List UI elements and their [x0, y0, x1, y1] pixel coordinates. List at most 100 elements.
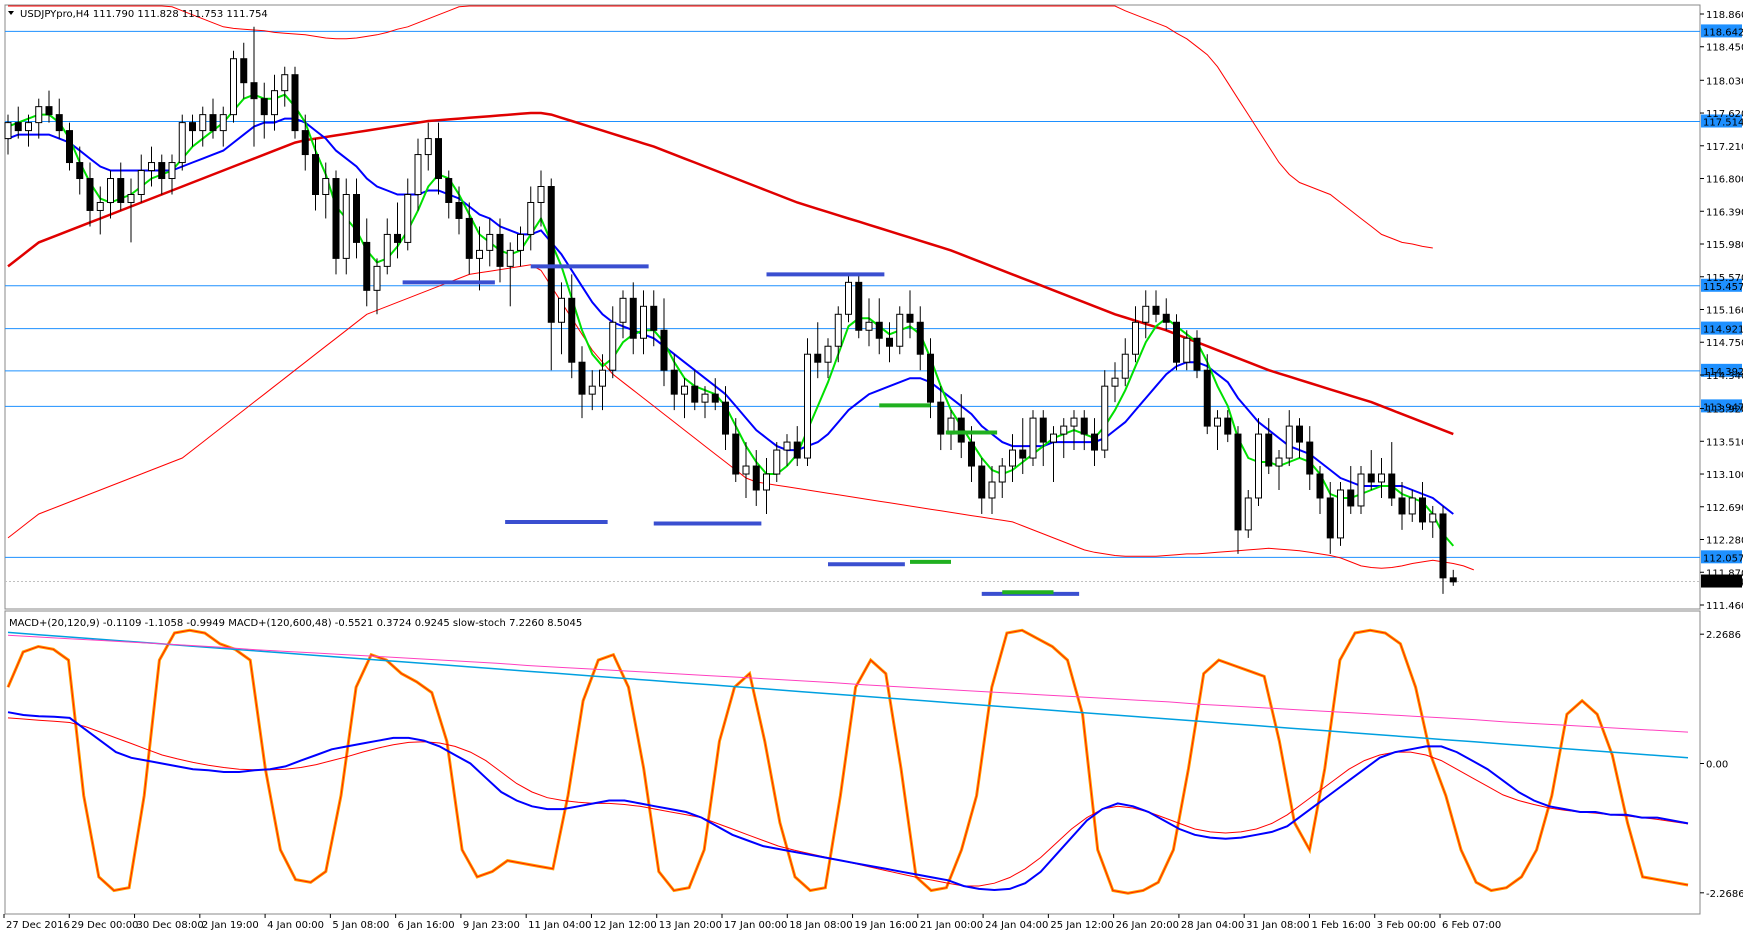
candle-body [332, 178, 340, 259]
indicator-tick-label: 0.00 [1706, 760, 1728, 771]
candle-body [1091, 433, 1098, 451]
candle-body [927, 353, 934, 403]
current-price-label: 111.754 [1703, 578, 1743, 589]
price-tick-label: 111.460 [1706, 601, 1743, 612]
time-tick-label: 5 Jan 08:00 [332, 920, 389, 931]
candle-body [793, 441, 801, 459]
candle-body [742, 465, 750, 475]
candle-body [137, 170, 145, 195]
candle-body [1347, 489, 1355, 507]
candle-body [1408, 497, 1416, 515]
candle-body [1357, 473, 1365, 507]
candle-body [824, 345, 832, 363]
time-tick-label: 6 Feb 07:00 [1442, 920, 1501, 931]
candle-body [845, 281, 852, 315]
candle-body [322, 178, 330, 195]
candle-body [240, 58, 248, 84]
candle-body [763, 473, 770, 491]
main-chart-area[interactable] [4, 4, 1701, 610]
candle-body [1142, 305, 1150, 323]
candle-body [1265, 433, 1273, 467]
candle-body [199, 114, 207, 132]
candle-body [660, 329, 668, 371]
band-upper-line [8, 5, 1433, 249]
candle-body [783, 441, 791, 451]
candle-body [1162, 313, 1170, 323]
level-price-box [1701, 24, 1742, 38]
candle-body [414, 154, 422, 195]
candle-body [537, 186, 545, 203]
candle-body [14, 122, 22, 132]
candle-body [25, 122, 32, 132]
candle-body [1203, 369, 1211, 427]
candle-body [1080, 417, 1088, 435]
current-price-box [1701, 574, 1742, 588]
price-tick-label: 112.280 [1706, 536, 1743, 547]
candle-body [445, 178, 453, 203]
candle-body [496, 233, 504, 267]
candle-body [66, 130, 73, 164]
time-tick-label: 29 Dec 00:00 [71, 920, 138, 931]
candle-body [394, 233, 401, 243]
candle-body [1214, 417, 1221, 427]
candle-body [670, 369, 678, 395]
time-tick-label: 3 Feb 00:00 [1377, 920, 1436, 931]
time-tick-label: 24 Jan 04:00 [985, 920, 1048, 931]
candle-body [619, 297, 627, 323]
candle-body [96, 201, 104, 211]
level-price-label: 113.947 [1703, 402, 1743, 413]
candle-body [435, 138, 442, 180]
candle-body [1367, 473, 1375, 483]
candle-body [1398, 497, 1406, 515]
candle-body [1039, 417, 1047, 443]
candle-body [957, 417, 965, 443]
candle-body [1132, 321, 1139, 355]
candle-body [1378, 473, 1385, 483]
candle-body [1429, 513, 1437, 523]
collapse-arrow-icon[interactable] [8, 11, 14, 15]
candle-body [1101, 385, 1109, 451]
candle-body [916, 321, 924, 355]
time-tick-label: 1 Feb 16:00 [1311, 920, 1370, 931]
candle-body [127, 193, 135, 203]
candle-body [517, 233, 524, 251]
candle-body [271, 90, 278, 116]
indicator-axis: 2.2686 0.00 -2.2686 [1700, 630, 1743, 900]
candle-body [45, 106, 53, 116]
level-price-box [1701, 278, 1742, 292]
candle-body [4, 122, 12, 140]
candle-body [691, 385, 699, 403]
candle-body [906, 313, 914, 323]
main-info-text: USDJPYpro,H4 111.790 111.828 111.753 111… [20, 9, 268, 20]
time-tick-label: 27 Dec 2016 [6, 920, 70, 931]
candle-body [732, 433, 740, 475]
indicator-info-text: MACD+(20,120,9) -0.1109 -1.1058 -0.9949 … [9, 618, 582, 629]
candle-body [988, 481, 996, 499]
candle-body [650, 305, 658, 331]
candle-body [168, 162, 176, 180]
candle-body [1316, 473, 1324, 499]
candle-body [363, 241, 371, 291]
time-tick-label: 6 Jan 16:00 [398, 920, 455, 931]
horizontal-lines: 118.642 117.514 115.457 114.921 114.392 113.9… [5, 24, 1743, 589]
candle-body [681, 385, 688, 395]
price-tick-label: 117.210 [1706, 142, 1743, 153]
price-tick-label: 114.340 [1706, 371, 1743, 382]
price-tick-label: 116.800 [1706, 175, 1743, 186]
candle-body [1183, 337, 1191, 363]
candle-body [1019, 449, 1027, 459]
candle-body [568, 297, 576, 363]
time-tick-label: 18 Jan 08:00 [789, 920, 852, 931]
candle-body [230, 58, 237, 116]
time-tick-label: 4 Jan 00:00 [267, 920, 324, 931]
indicator-tick-label: 2.2686 [1706, 630, 1741, 641]
candle-body [107, 178, 114, 203]
stoch-signal-line [7, 629, 1689, 894]
time-tick-label: 9 Jan 23:00 [463, 920, 520, 931]
envelope-bands [7, 5, 1474, 571]
candle-body [1111, 377, 1119, 387]
time-tick-label: 31 Jan 08:00 [1246, 920, 1309, 931]
candle-body [640, 305, 647, 339]
candle-body [1275, 457, 1283, 467]
